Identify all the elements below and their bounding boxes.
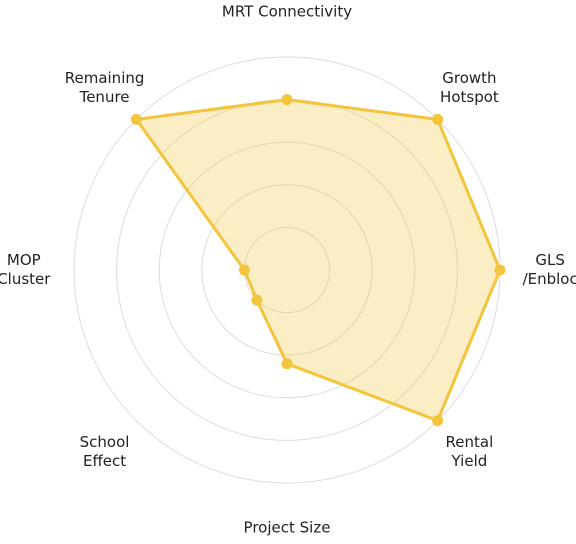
data-point xyxy=(432,415,444,427)
data-point xyxy=(494,264,506,276)
grid-circle xyxy=(201,184,373,356)
data-point xyxy=(432,113,444,125)
axis-label: School Effect xyxy=(79,433,130,471)
data-point xyxy=(130,113,142,125)
data-point xyxy=(251,294,263,306)
axis-label: Remaining Tenure xyxy=(64,68,145,106)
grid-circle xyxy=(158,141,416,399)
data-point xyxy=(281,94,293,106)
data-point xyxy=(238,264,250,276)
axis-label: Rental Yield xyxy=(445,433,494,471)
axis-label: Project Size xyxy=(243,518,331,537)
axis-label: MRT Connectivity xyxy=(221,2,353,21)
axis-label: GLS /Enbloc xyxy=(522,251,576,288)
data-area xyxy=(134,98,502,423)
axis-label: MOP Cluster xyxy=(0,251,51,288)
data-point xyxy=(281,358,293,370)
axis-label: Growth Hotspot xyxy=(440,68,499,106)
